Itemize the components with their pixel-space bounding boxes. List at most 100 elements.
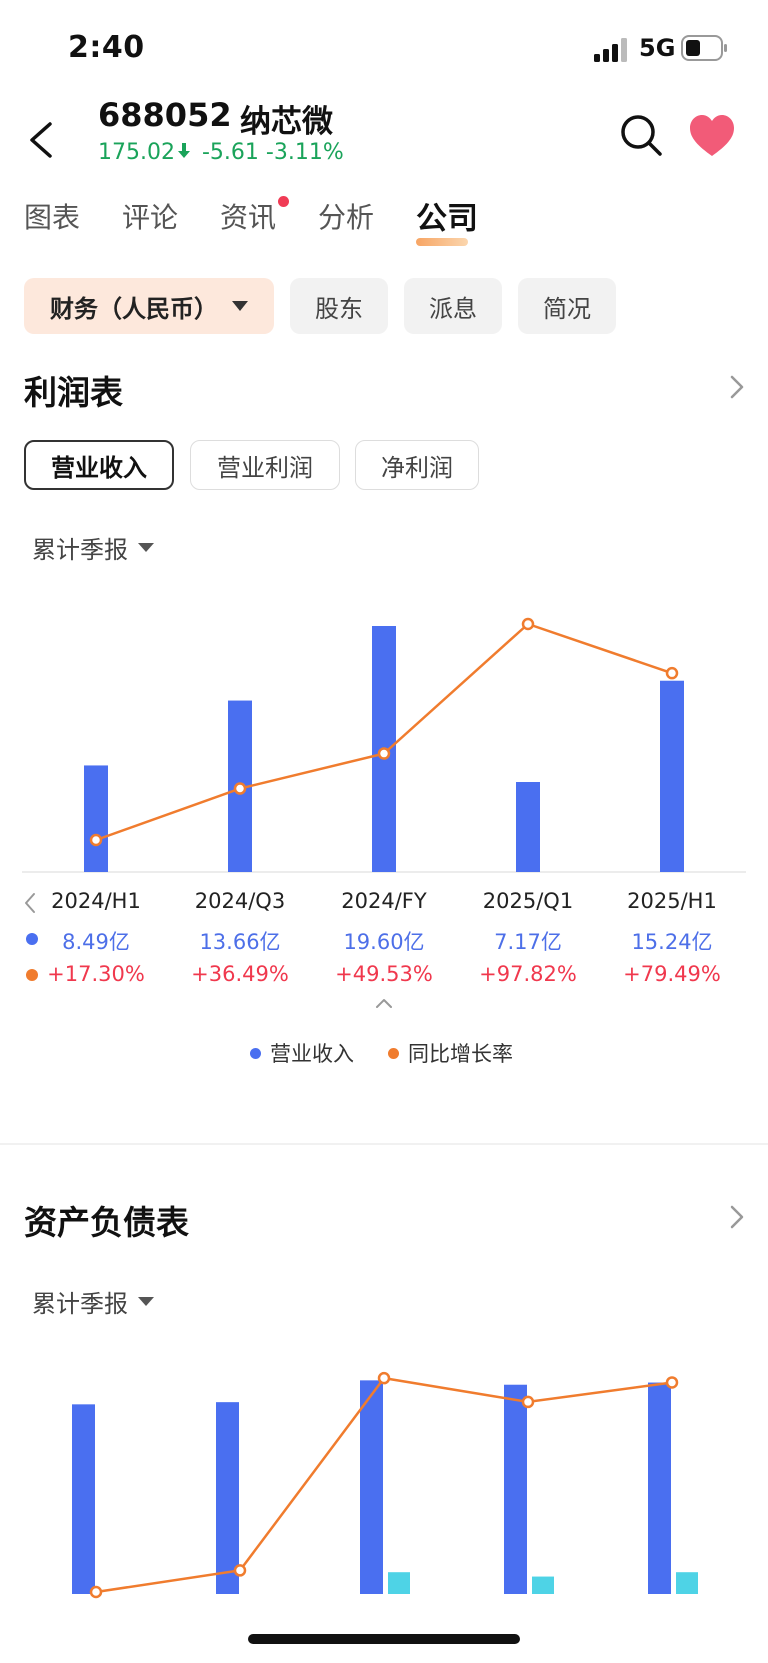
revenue-value: 19.60亿 [343, 930, 425, 954]
legend-revenue: 营业收入 [250, 1038, 354, 1068]
growth-point [233, 782, 247, 795]
stock-change: -5.61 [201, 140, 259, 165]
period-label: 2025/H1 [627, 889, 717, 913]
balance-line-point [233, 1564, 247, 1577]
revenue-bar [516, 782, 540, 872]
revenue-value: 15.24亿 [631, 930, 713, 954]
arrow-down-icon [177, 143, 190, 158]
balance-period-label: 累计季报 [32, 1290, 128, 1318]
growth-row-dot [26, 969, 38, 981]
subtab-profile[interactable]: 简况 [518, 278, 616, 334]
battery-icon [681, 35, 727, 61]
company-subtabs: 财务（人民币） 股东 派息 简况 [0, 278, 768, 334]
income-metric-tabs: 营业收入 营业利润 净利润 [0, 440, 768, 490]
subtab-shareholders-label: 股东 [315, 294, 363, 323]
growth-value: +49.53% [335, 962, 433, 986]
growth-point [377, 747, 391, 760]
subtab-profile-label: 简况 [543, 294, 591, 323]
subtab-finance-label: 财务（人民币） [50, 294, 218, 323]
caret-down-icon [232, 301, 248, 311]
stock-quote: 175.02 -5.61 -3.11% [98, 140, 344, 165]
balance-line-point [89, 1585, 103, 1599]
period-label: 2024/FY [341, 889, 427, 913]
unread-dot [278, 196, 289, 207]
chevron-left-icon[interactable] [22, 892, 38, 914]
balance-secondary-bar [388, 1572, 410, 1594]
revenue-value: 7.17亿 [494, 930, 562, 954]
tab-chart[interactable]: 图表 [24, 201, 81, 234]
subtab-finance[interactable]: 财务（人民币） [24, 278, 274, 334]
tab-analysis[interactable]: 分析 [318, 201, 375, 234]
metric-net-profit-label: 净利润 [381, 453, 453, 482]
metric-operating-profit[interactable]: 营业利润 [190, 440, 340, 490]
growth-value: +17.30% [47, 962, 145, 986]
legend-dot [388, 1047, 399, 1059]
back-arrow-icon[interactable] [22, 116, 62, 164]
balance-bar [648, 1382, 671, 1594]
period-label: 2024/H1 [51, 889, 141, 913]
status-bar: 2:40 5G [0, 0, 768, 96]
revenue-value: 13.66亿 [199, 930, 281, 954]
section-divider [0, 1143, 768, 1145]
home-indicator [248, 1634, 520, 1644]
revenue-value: 8.49亿 [62, 930, 130, 954]
legend-growth: 同比增长率 [388, 1038, 513, 1068]
subtab-dividends[interactable]: 派息 [404, 278, 502, 334]
tab-company[interactable]: 公司 [416, 201, 478, 237]
growth-point [521, 617, 535, 631]
balance-line-point [521, 1395, 535, 1409]
heart-icon[interactable] [688, 114, 736, 158]
revenue-bar [660, 680, 684, 872]
chevron-up-icon[interactable] [374, 996, 394, 1010]
stock-price: 175.02 [98, 140, 175, 165]
revenue-bar [84, 765, 108, 872]
stock-name: 纳芯微 [240, 104, 333, 140]
search-icon[interactable] [618, 112, 664, 158]
balance-section-title: 资产负债表 [24, 1203, 189, 1242]
network-type: 5G [639, 34, 676, 62]
tab-news[interactable]: 资讯 [220, 201, 277, 234]
income-period-label: 累计季报 [32, 536, 128, 564]
active-tab-indicator [416, 238, 468, 246]
growth-value: +79.49% [623, 962, 721, 986]
period-label: 2024/Q3 [194, 889, 286, 913]
metric-revenue-label: 营业收入 [51, 453, 147, 482]
growth-point [89, 833, 103, 847]
stock-header: 688052 纳芯微 175.02 -5.61 -3.11% [0, 96, 768, 186]
period-label: 2025/Q1 [482, 889, 574, 913]
caret-down-icon [138, 543, 154, 552]
chevron-right-icon[interactable] [728, 1204, 746, 1230]
balance-chart [72, 1371, 698, 1599]
subtab-dividends-label: 派息 [429, 294, 477, 323]
balance-line-point [377, 1371, 391, 1385]
balance-period-selector[interactable]: 累计季报 [32, 1284, 154, 1319]
balance-line [95, 1376, 673, 1594]
subtab-shareholders[interactable]: 股东 [290, 278, 388, 334]
status-time: 2:40 [68, 30, 145, 65]
balance-secondary-bar [676, 1572, 698, 1594]
growth-value: +97.82% [479, 962, 577, 986]
metric-revenue[interactable]: 营业收入 [24, 440, 174, 490]
balance-secondary-bar [532, 1576, 554, 1594]
main-tabs: 图表 评论 资讯 分析 公司 [0, 196, 768, 246]
income-legend: 营业收入 同比增长率 [0, 1038, 768, 1068]
stock-change-pct: -3.11% [265, 140, 344, 165]
chevron-right-icon[interactable] [728, 374, 746, 400]
income-chart [22, 617, 746, 873]
legend-revenue-label: 营业收入 [270, 1042, 354, 1066]
legend-dot [250, 1047, 261, 1059]
stock-code: 688052 [98, 96, 232, 134]
income-period-selector[interactable]: 累计季报 [32, 530, 154, 565]
balance-bar [216, 1402, 239, 1594]
metric-net-profit[interactable]: 净利润 [355, 440, 479, 490]
growth-point [665, 666, 679, 680]
balance-bar [72, 1404, 95, 1594]
balance-line-point [665, 1376, 679, 1389]
legend-growth-label: 同比增长率 [408, 1042, 513, 1066]
balance-bar [360, 1380, 383, 1594]
growth-value: +36.49% [191, 962, 289, 986]
tab-comments[interactable]: 评论 [122, 201, 179, 234]
signal-icon [594, 38, 627, 62]
caret-down-icon [138, 1297, 154, 1306]
balance-bar [504, 1384, 527, 1594]
